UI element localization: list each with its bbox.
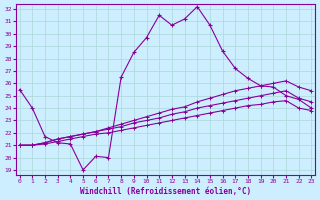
X-axis label: Windchill (Refroidissement éolien,°C): Windchill (Refroidissement éolien,°C) [80,187,251,196]
